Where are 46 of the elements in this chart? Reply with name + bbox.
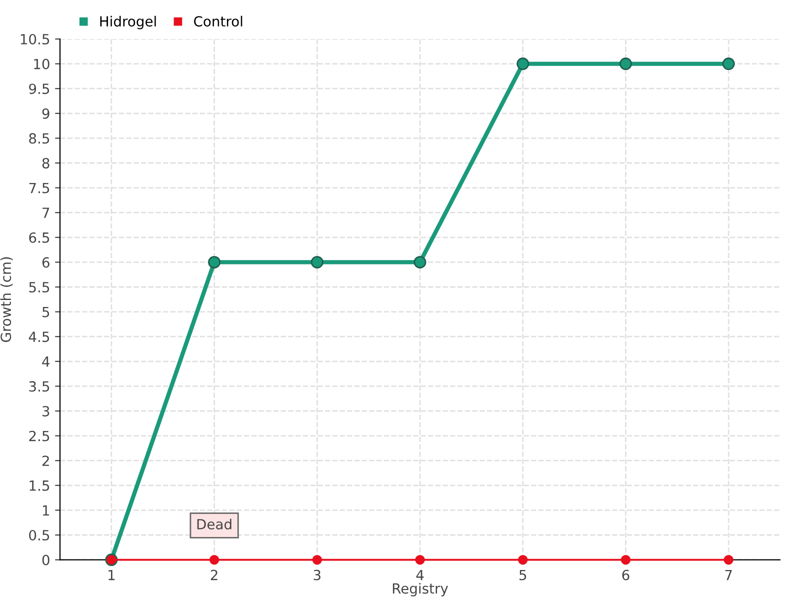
annotation: Dead [197, 518, 232, 530]
y-tick-label: 7 [42, 208, 50, 218]
y-tick-label: 8 [42, 158, 50, 168]
x-tick-label: 6 [622, 570, 630, 580]
legend-label: Hidrogel [100, 16, 156, 30]
point [209, 554, 220, 565]
y-axis-title: Growth (cm) [0, 257, 13, 342]
point [310, 256, 324, 268]
point [619, 58, 632, 70]
y-tick-label: 1 [42, 505, 49, 516]
y-tick-label: 5.5 [29, 282, 50, 292]
y-tick-label: 3 [42, 406, 50, 416]
point [208, 256, 221, 268]
x-tick-label: 2 [210, 570, 218, 580]
y-tick-label: 0.5 [29, 530, 50, 540]
y-tick-label: 1.5 [30, 480, 50, 491]
y-tick-label: 3.5 [29, 381, 50, 392]
x-tick-label: 4 [416, 570, 424, 580]
point [724, 554, 734, 565]
y-tick-label: 6.5 [29, 232, 50, 243]
y-tick-label: 0 [42, 554, 50, 566]
x-tick-label: 1 [108, 570, 115, 580]
y-tick-label: 2 [42, 456, 49, 466]
x-tick-label: 7 [725, 570, 732, 580]
y-tick-label: 2.5 [29, 430, 50, 442]
point [516, 58, 530, 70]
point [415, 554, 425, 565]
point [414, 256, 426, 268]
y-tick-label: 10.5 [20, 34, 50, 44]
x-axis-title: Registry [392, 582, 448, 596]
point [620, 554, 631, 565]
point [312, 554, 322, 565]
x-tick-label: 5 [520, 570, 526, 580]
y-tick-label: 4 [42, 356, 50, 367]
y-tick-label: 10 [34, 58, 50, 70]
point [722, 58, 735, 70]
x-tick-label: 3 [314, 570, 320, 580]
y-tick-label: 9.5 [29, 84, 50, 94]
legend-label: Control [194, 16, 242, 27]
y-tick-label: 9 [42, 108, 50, 119]
y-tick-label: 8.5 [29, 133, 50, 144]
point [518, 554, 528, 565]
y-tick-label: 7.5 [29, 182, 50, 194]
y-tick-label: 5 [42, 306, 50, 318]
y-tick-label: 6 [42, 257, 50, 268]
y-tick-label: 4.5 [28, 332, 50, 342]
